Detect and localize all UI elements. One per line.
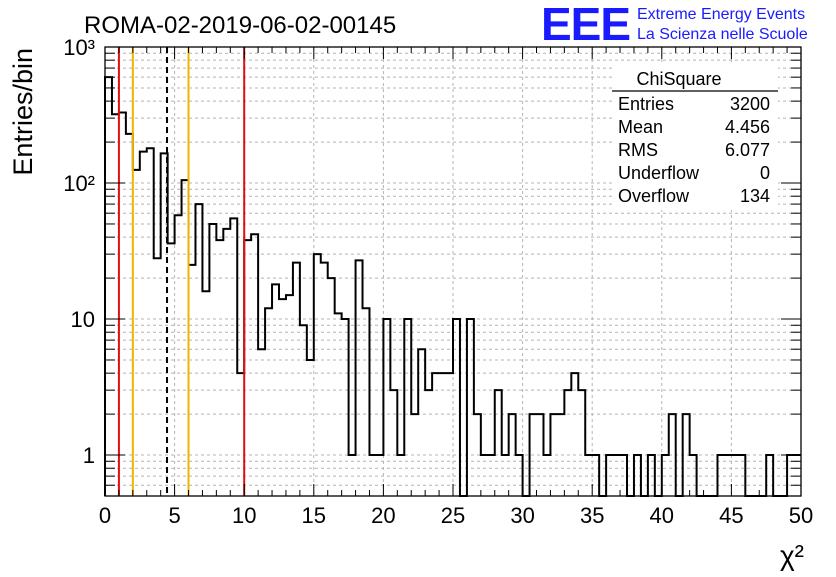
stats-box-header: ChiSquare (636, 69, 721, 89)
x-tick-label: 45 (719, 503, 743, 528)
y-tick-label: 1 (83, 443, 95, 468)
x-tick-label: 35 (580, 503, 604, 528)
x-tick-label: 5 (168, 503, 180, 528)
y-tick-label: 10 (71, 307, 95, 332)
x-axis-label: χ² (780, 540, 804, 571)
stats-box: ChiSquare Entries 3200 Mean 4.456 RMS 6.… (612, 64, 778, 210)
x-tick-label: 50 (789, 503, 813, 528)
histogram-outline (104, 76, 801, 497)
x-tick-label: 30 (510, 503, 534, 528)
y-tick-label: 10² (63, 171, 95, 196)
stats-value-underflow: 0 (760, 163, 770, 183)
chart-title: ROMA-02-2019-06-02-00145 (84, 12, 396, 39)
eee-logo: EEE Extreme Energy Events La Scienza nel… (541, 0, 808, 50)
stats-label-rms: RMS (618, 140, 658, 160)
x-tick-label: 10 (232, 503, 256, 528)
x-tick-label: 20 (371, 503, 395, 528)
stats-box-background (612, 64, 778, 210)
y-axis-label: Entries/bin (8, 48, 38, 176)
stats-value-mean: 4.456 (725, 117, 770, 137)
x-tick-label: 0 (99, 503, 111, 528)
stats-label-underflow: Underflow (618, 163, 700, 183)
axis-ticks-layer (104, 46, 802, 497)
stats-value-rms: 6.077 (725, 140, 770, 160)
stats-label-overflow: Overflow (618, 186, 690, 206)
y-tick-label: 10³ (63, 35, 95, 60)
eee-logo-line1: Extreme Energy Events (637, 6, 805, 23)
eee-logo-letters: EEE (541, 0, 630, 50)
histogram-layer (104, 76, 801, 497)
x-tick-label: 25 (441, 503, 465, 528)
stats-value-overflow: 134 (740, 186, 770, 206)
stats-label-mean: Mean (618, 117, 663, 137)
stats-value-entries: 3200 (730, 94, 770, 114)
stats-label-entries: Entries (618, 94, 674, 114)
tick-labels-layer: 0 5 10 15 20 25 30 35 40 45 50 1 10 10² 10³ (63, 35, 813, 528)
x-tick-label: 40 (650, 503, 674, 528)
reference-lines-layer (117, 47, 246, 496)
eee-logo-line2: La Scienza nelle Scuole (637, 26, 808, 43)
x-tick-label: 15 (302, 503, 326, 528)
